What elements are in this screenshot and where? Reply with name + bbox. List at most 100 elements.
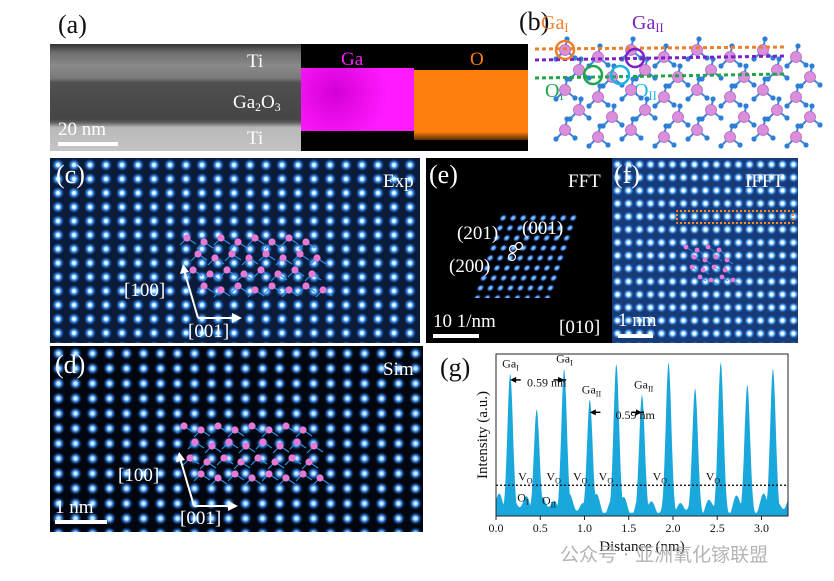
overlay-ga-atom (689, 264, 695, 270)
overlay-ga-atom (211, 254, 219, 262)
o-atom (671, 142, 677, 148)
simulated-stem-image: (d) Sim [100] [001] 1 nm (50, 346, 423, 532)
o-atom (803, 142, 809, 148)
peak-label: GaII (582, 382, 602, 398)
ga-atom (691, 84, 703, 96)
o-atom (784, 63, 790, 69)
panel-g-label: (g) (440, 353, 471, 382)
overlay-ga-atom (225, 438, 233, 446)
spacing-arrowhead (589, 409, 596, 416)
o-ii-site-marker (609, 64, 631, 86)
o-atom (572, 135, 578, 141)
peak-label: GaI (502, 356, 519, 372)
o-atom (776, 96, 782, 102)
image-tag-ifft: IFFT (745, 171, 785, 192)
overlay-ga-atom (319, 286, 327, 294)
overlay-ga-atom (291, 266, 299, 274)
o-atom (696, 116, 702, 122)
direction-label-001-c: [001] (188, 321, 230, 342)
ga-atom (705, 104, 717, 116)
haadf-stem-experimental-image: (c) Exp [100] [001] (50, 158, 420, 343)
tem-cross-section-image: Ti Ga2O3 20 nm Ti (50, 44, 301, 151)
overlay-ga-atom (251, 234, 259, 242)
o-atom (729, 83, 735, 89)
overlay-ga-atom (310, 442, 318, 450)
overlay-ga-atom (217, 286, 225, 294)
o-atom (619, 136, 625, 142)
overlay-ga-atom (245, 254, 253, 262)
o-atom (671, 62, 677, 68)
ga-atom (639, 64, 651, 76)
o-atom (803, 62, 809, 68)
overlay-ga-atom (276, 442, 284, 450)
overlay-ga-atom (257, 266, 265, 274)
overlay-ga-atom (248, 422, 256, 430)
spot-label-001: (001) (522, 218, 564, 239)
overlay-structure-model-c (179, 234, 333, 298)
overlay-ga-atom (708, 277, 714, 283)
direction-label-001-d: [001] (180, 508, 222, 529)
overlay-ga-atom (302, 238, 310, 246)
o-atom (630, 36, 636, 42)
overlay-ga-atom (234, 282, 242, 290)
panel-b-label: (b) (519, 7, 550, 36)
ga-atom (559, 124, 571, 136)
overlay-ga-atom (268, 238, 276, 246)
overlay-ga-atom (214, 422, 222, 430)
o-atom (743, 63, 749, 69)
panel-c-label: (c) (56, 160, 85, 189)
o-atom (586, 115, 592, 121)
ga-atom (738, 111, 750, 123)
o-atom (652, 63, 658, 69)
x-tick-label: 2.0 (665, 521, 680, 535)
o-atom (704, 135, 710, 141)
overlay-ga-atom (299, 426, 307, 434)
overlay-ga-atom (724, 257, 730, 263)
overlay-ga-atom (282, 422, 290, 430)
o-atom (663, 83, 669, 89)
o-atom (751, 136, 757, 142)
overlay-ga-atom (705, 244, 711, 250)
crystal-structure-model (535, 36, 823, 149)
scale-bar-label-d: 1 nm (55, 497, 94, 518)
overlay-ga-atom (206, 270, 214, 278)
overlay-ga-atom (271, 458, 279, 466)
o-atom (718, 143, 724, 149)
o-atom (751, 122, 757, 128)
o-atom (729, 123, 735, 129)
o-atom (809, 63, 815, 69)
overlay-ga-atom (265, 426, 273, 434)
ga-atom (757, 124, 769, 136)
overlay-ga-atom (228, 250, 236, 258)
overlay-ga-atom (302, 282, 310, 290)
overlay-ga-atom (316, 474, 324, 482)
o-atom (572, 95, 578, 101)
o-atom (784, 115, 790, 121)
chart-annotation: OI (517, 490, 529, 506)
chart-annotation: 0.59 nm (615, 408, 655, 422)
image-tag-sim: Sim (383, 359, 414, 380)
direction-label-100-c: [100] (124, 280, 166, 301)
scale-bar-label-e: 10 1/nm (433, 311, 496, 332)
highlight-row-box (676, 210, 794, 224)
ga-atom (790, 51, 802, 63)
o-atom (638, 95, 644, 101)
ga-atom (592, 91, 604, 103)
overlay-ga-atom (259, 438, 267, 446)
scale-bar-e (433, 334, 479, 338)
ga-ii-site-marker (624, 47, 646, 69)
o-atom (795, 83, 801, 89)
overlay-structure-model-d (176, 422, 330, 486)
o-atom (737, 62, 743, 68)
ga-atom (606, 111, 618, 123)
o-atom (696, 36, 702, 42)
overlay-ga-atom (683, 244, 689, 250)
layer-label-ga2o3: Ga2O3 (233, 92, 281, 114)
o-atom (685, 96, 691, 102)
o-atom (809, 103, 815, 109)
o-atom (737, 102, 743, 108)
ga-atom (724, 131, 736, 143)
spacing-arrowhead (558, 376, 565, 383)
o-atom (795, 43, 801, 49)
overlay-ga-atom (208, 442, 216, 450)
